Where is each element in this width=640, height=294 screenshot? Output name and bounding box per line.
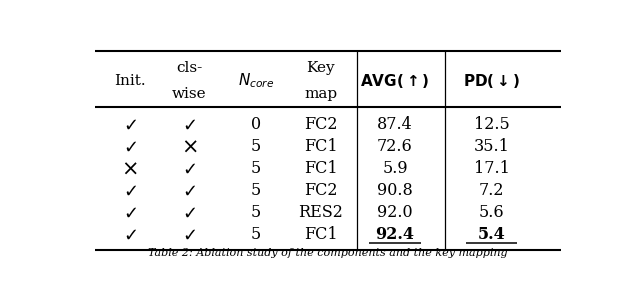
- Text: $\checkmark$: $\checkmark$: [123, 204, 136, 222]
- Text: Init.: Init.: [114, 74, 145, 88]
- Text: RES2: RES2: [298, 204, 343, 221]
- Text: FC1: FC1: [304, 138, 337, 155]
- Text: 5: 5: [251, 160, 261, 177]
- Text: Table 2: Ablation study of the components and the key mapping: Table 2: Ablation study of the component…: [148, 248, 508, 258]
- Text: FC1: FC1: [304, 160, 337, 177]
- Text: $\times$: $\times$: [180, 136, 198, 156]
- Text: 92.0: 92.0: [377, 204, 413, 221]
- Text: 35.1: 35.1: [474, 138, 509, 155]
- Text: $\checkmark$: $\checkmark$: [182, 226, 196, 244]
- Text: $\checkmark$: $\checkmark$: [182, 204, 196, 222]
- Text: 7.2: 7.2: [479, 182, 504, 199]
- Text: 5.6: 5.6: [479, 204, 504, 221]
- Text: $\checkmark$: $\checkmark$: [182, 160, 196, 178]
- Text: FC2: FC2: [304, 182, 337, 199]
- Text: $\mathbf{AVG(\uparrow)}$: $\mathbf{AVG(\uparrow)}$: [360, 72, 429, 90]
- Text: 87.4: 87.4: [377, 116, 413, 133]
- Text: 5: 5: [251, 182, 261, 199]
- Text: 5: 5: [251, 204, 261, 221]
- Text: 5.4: 5.4: [478, 226, 506, 243]
- Text: $\checkmark$: $\checkmark$: [123, 182, 136, 200]
- Text: 5: 5: [251, 138, 261, 155]
- Text: 72.6: 72.6: [377, 138, 413, 155]
- Text: FC2: FC2: [304, 116, 337, 133]
- Text: $\times$: $\times$: [121, 158, 138, 178]
- Text: 92.4: 92.4: [376, 226, 415, 243]
- Text: $\checkmark$: $\checkmark$: [182, 182, 196, 200]
- Text: 12.5: 12.5: [474, 116, 509, 133]
- Text: 5: 5: [251, 226, 261, 243]
- Text: Key: Key: [307, 61, 335, 75]
- Text: $\checkmark$: $\checkmark$: [123, 138, 136, 156]
- Text: cls-: cls-: [176, 61, 202, 75]
- Text: map: map: [304, 87, 337, 101]
- Text: wise: wise: [172, 87, 207, 101]
- Text: $\checkmark$: $\checkmark$: [182, 116, 196, 133]
- Text: $\mathbf{PD(\downarrow)}$: $\mathbf{PD(\downarrow)}$: [463, 72, 520, 90]
- Text: $N_{core}$: $N_{core}$: [238, 72, 274, 91]
- Text: $\checkmark$: $\checkmark$: [123, 116, 136, 133]
- Text: 5.9: 5.9: [382, 160, 408, 177]
- Text: $\checkmark$: $\checkmark$: [123, 226, 136, 244]
- Text: 0: 0: [251, 116, 261, 133]
- Text: 17.1: 17.1: [474, 160, 509, 177]
- Text: 90.8: 90.8: [377, 182, 413, 199]
- Text: FC1: FC1: [304, 226, 337, 243]
